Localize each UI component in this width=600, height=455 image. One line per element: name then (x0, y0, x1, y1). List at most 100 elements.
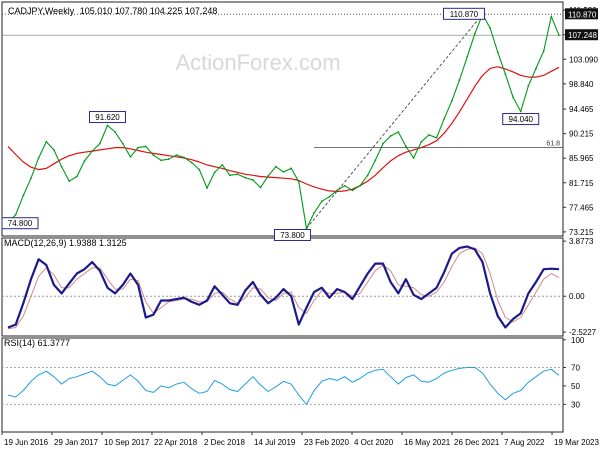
price-y-axis: 73.215 77.465 81.715 85.965 90.215 94.465 98.8… (563, 6, 598, 237)
price-point (389, 135, 392, 137)
x-tick-label: 2 Dec 2018 (204, 438, 245, 447)
price-point (229, 174, 231, 177)
rsi-lines (2, 366, 563, 405)
x-tick-label: 7 Aug 2022 (504, 438, 545, 447)
price-panel-title: CADJPY,Weekly 105.010 107.780 104.225 10… (8, 6, 217, 16)
macd-y-tick-label: 3.8773 (569, 237, 594, 246)
price-point (144, 145, 147, 148)
price-point (489, 27, 492, 29)
price-point (60, 165, 63, 168)
price-point (512, 96, 514, 99)
annotation-box (273, 228, 311, 241)
price-point (160, 159, 162, 162)
price-point (450, 99, 453, 102)
price-point (37, 157, 40, 159)
price-point (313, 211, 316, 214)
price-point (320, 200, 323, 203)
price-point (68, 180, 71, 183)
price-point (420, 140, 423, 143)
price-point (75, 175, 78, 178)
price-point (251, 179, 254, 181)
price-y-tick-label: 98.840 (569, 80, 594, 89)
price-point (83, 159, 86, 162)
x-tick-label: 16 May 2021 (404, 438, 451, 447)
rsi-y-tick-label: 50 (571, 382, 580, 391)
macd-y-tick-label: 0.00 (569, 292, 585, 301)
macd-lines (2, 245, 563, 330)
high-axis-label: 110.870 (568, 10, 597, 19)
price-point (290, 167, 293, 170)
price-ma-series (7, 66, 560, 193)
price-point (343, 184, 346, 187)
price-point (351, 189, 354, 192)
price-point (244, 176, 247, 179)
price-y-tick-label: 103.090 (569, 55, 598, 64)
annotation-box (1, 217, 39, 230)
price-y-tick-label: 85.965 (569, 154, 594, 163)
price-point (129, 155, 132, 158)
fib-61-8-label: 61.8 (546, 141, 560, 148)
macd-series (7, 245, 560, 329)
price-title: CADJPY,Weekly (8, 6, 75, 16)
macd-panel-border (1, 237, 564, 337)
price-point (405, 145, 407, 148)
x-axis: 19 Jun 2016 29 Jan 2017 10 Sep 2017 22 Apr … (1, 432, 599, 447)
annotation-box (502, 113, 540, 126)
price-point (236, 173, 239, 176)
rsi-panel-title: RSI(14) 61.3777 (4, 338, 70, 348)
price-point (106, 124, 109, 127)
price-point (206, 187, 208, 189)
x-tick-label: 19 Mar 2023 (554, 438, 599, 447)
price-point (183, 156, 185, 159)
x-tick-label: 29 Jan 2017 (54, 438, 99, 447)
price-point (121, 142, 124, 145)
x-tick-label: 23 Feb 2020 (304, 438, 349, 447)
rsi-y-tick-label: 70 (571, 363, 580, 372)
last-value-axis-label-bg (565, 29, 598, 41)
annotation-label: 74.800 (8, 219, 33, 228)
x-tick-label: 26 Dec 2021 (454, 438, 500, 447)
price-point (519, 110, 522, 113)
price-point (458, 79, 461, 81)
price-grid: 61.8 (2, 13, 563, 229)
price-point (466, 55, 469, 58)
price-lines (7, 13, 560, 230)
price-point (496, 51, 499, 54)
price-point (328, 195, 331, 198)
annotation-box (88, 111, 126, 124)
price-point (504, 73, 507, 76)
price-point (30, 177, 32, 180)
annotation-box (442, 7, 485, 20)
price-point (274, 165, 277, 168)
price-point (473, 32, 476, 35)
annotation-label: 91.620 (95, 113, 120, 122)
x-tick-label: 10 Sep 2017 (104, 438, 150, 447)
last-value-axis-label: 107.248 (568, 31, 597, 40)
x-tick-label: 22 Apr 2018 (154, 438, 198, 447)
price-point (114, 131, 117, 133)
price-point (428, 133, 430, 136)
price-point (175, 154, 178, 157)
price-annotations: 74.800 91.620 73.800 110.870 94.040 (1, 7, 540, 241)
price-point (14, 213, 17, 216)
macd-panel-title: MACD(12,26,9) 1.9388 1.3125 (4, 238, 127, 248)
price-point (98, 142, 101, 145)
macd-y-tick-label: -2.5227 (569, 328, 597, 337)
price-point (443, 117, 446, 120)
price-point (190, 161, 193, 164)
price-point (45, 140, 48, 143)
price-point (435, 136, 438, 139)
price-point (91, 150, 94, 152)
price-y-tick-label: 90.215 (569, 130, 594, 139)
high-axis-label-bg (565, 8, 598, 20)
price-point (550, 15, 553, 18)
price-point (359, 184, 361, 187)
price-point (305, 227, 308, 230)
price-point (267, 175, 270, 177)
price-y-tick-label: 81.715 (569, 179, 594, 188)
price-point (542, 50, 545, 53)
rsi-y-tick-label: 100 (571, 336, 585, 345)
price-point (412, 157, 415, 159)
annotation-label: 110.870 (450, 10, 479, 19)
